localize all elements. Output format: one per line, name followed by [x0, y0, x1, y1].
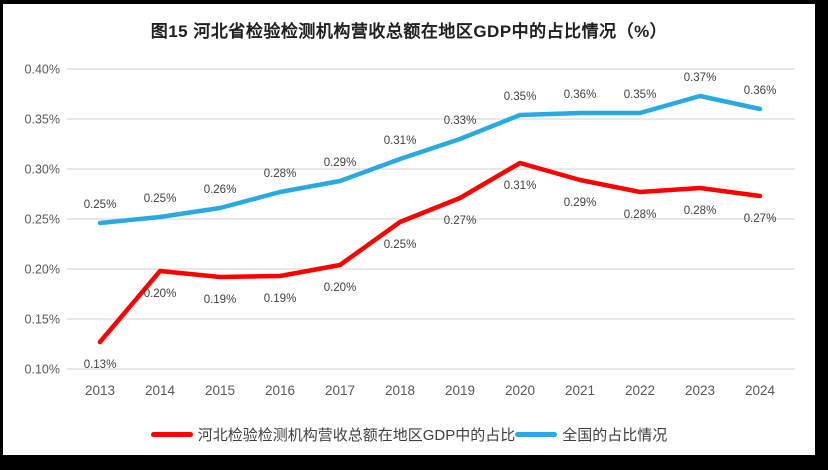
data-label: 0.19% — [204, 294, 237, 306]
x-axis-tick-label: 2018 — [385, 383, 415, 398]
series-line-1 — [97, 93, 763, 226]
data-label: 0.20% — [324, 282, 357, 294]
chart-title: 图15 河北省检验检测机构营收总额在地区GDP中的占比情况（%） — [150, 22, 668, 41]
y-axis-tick-label: 0.20% — [25, 263, 60, 277]
legend-line-swatch — [150, 431, 193, 437]
y-axis-tick-label: 0.10% — [25, 363, 60, 377]
data-label: 0.35% — [504, 91, 537, 103]
data-label: 0.29% — [564, 197, 597, 209]
data-label: 0.36% — [744, 85, 777, 97]
data-label: 0.36% — [564, 89, 597, 101]
y-axis-tick-label: 0.35% — [25, 113, 60, 127]
x-axis-tick-label: 2021 — [565, 383, 595, 398]
series-line-0 — [97, 160, 763, 345]
data-label: 0.19% — [264, 293, 297, 305]
y-axis-tick-label: 0.25% — [25, 213, 60, 227]
line-chart-plot: 0.40% 0.35% 0.30% 0.25% 0.20% 0.15% 0.10% 2013 2… — [25, 63, 795, 398]
data-label: 0.27% — [744, 213, 777, 225]
x-axis-tick-label: 2016 — [265, 383, 295, 398]
data-label: 0.33% — [444, 115, 477, 127]
x-axis-tick-label: 2014 — [145, 383, 176, 398]
x-axis-tick-label: 2024 — [745, 383, 776, 398]
data-label: 0.28% — [684, 205, 717, 217]
data-label: 0.25% — [84, 199, 117, 211]
legend-label: 全国的占比情况 — [562, 426, 668, 444]
x-axis-tick-label: 2022 — [625, 383, 655, 398]
data-label: 0.25% — [384, 239, 417, 251]
data-label: 0.27% — [444, 215, 477, 227]
y-axis-tick-label: 0.40% — [25, 63, 60, 77]
chart-area: 图15 河北省检验检测机构营收总额在地区GDP中的占比情况（%） 0.40% 0.… — [3, 4, 815, 455]
x-axis-tick-label: 2019 — [445, 383, 475, 398]
legend-item: 河北检验检测机构营收总额在地区GDP中的占比 — [150, 424, 516, 445]
legend-item: 全国的占比情况 — [515, 424, 667, 445]
y-axis-tick-label: 0.30% — [25, 163, 60, 177]
x-axis-tick-label: 2013 — [85, 383, 115, 398]
legend-line-swatch — [515, 431, 558, 437]
x-axis-tick-label: 2017 — [325, 383, 355, 398]
legend: 河北检验检测机构营收总额在地区GDP中的占比 全国的占比情况 — [3, 424, 815, 444]
data-label: 0.13% — [84, 359, 117, 371]
legend-label: 河北检验检测机构营收总额在地区GDP中的占比 — [197, 426, 516, 444]
data-label: 0.28% — [264, 168, 297, 180]
y-axis-tick-label: 0.15% — [25, 313, 60, 327]
data-label: 0.29% — [324, 157, 357, 169]
x-axis-tick-label: 2015 — [205, 383, 235, 398]
data-label: 0.31% — [504, 180, 537, 192]
data-label: 0.31% — [384, 135, 417, 147]
data-label: 0.25% — [144, 193, 177, 205]
data-label: 0.26% — [204, 184, 237, 196]
data-label: 0.20% — [144, 288, 177, 300]
x-axis-tick-label: 2023 — [685, 383, 715, 398]
data-label: 0.28% — [624, 209, 657, 221]
x-axis-tick-label: 2020 — [505, 383, 535, 398]
data-label: 0.37% — [684, 72, 717, 84]
data-label: 0.35% — [624, 89, 657, 101]
